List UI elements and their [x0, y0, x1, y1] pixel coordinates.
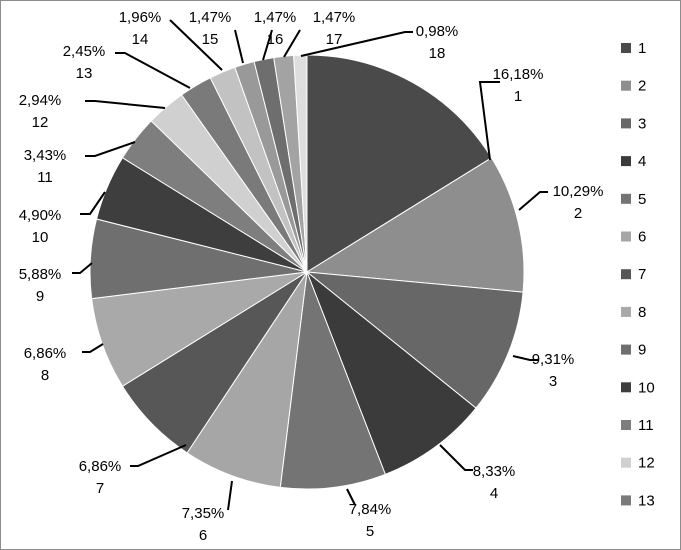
pie-slice-5	[279, 271, 386, 490]
data-label-percent-7: 6,86%	[79, 458, 122, 475]
data-label-percent-1: 16,18%	[493, 66, 544, 83]
legend-label-9: 9	[638, 342, 646, 359]
pie-slice-2	[305, 157, 525, 293]
leader-line-18	[300, 31, 413, 57]
legend-label-4: 4	[638, 153, 646, 170]
data-label-category-7: 7	[96, 480, 104, 497]
data-label-percent-16: 1,47%	[254, 9, 297, 26]
data-label-category-9: 9	[36, 288, 44, 305]
legend-label-13: 13	[638, 492, 655, 509]
data-label-category-2: 2	[574, 205, 582, 222]
leader-line-15	[234, 29, 244, 64]
leader-line-3	[512, 355, 538, 361]
data-label-category-17: 17	[326, 31, 343, 48]
leader-line-12	[85, 100, 166, 109]
data-label-category-12: 12	[32, 114, 49, 131]
legend-label-3: 3	[638, 115, 646, 132]
legend-swatch-5	[621, 193, 631, 204]
data-label-percent-18: 0,98%	[416, 23, 459, 40]
leader-line-2	[518, 191, 548, 211]
leader-line-6	[227, 480, 233, 511]
legend-swatch-2	[621, 80, 631, 91]
leader-line-9	[72, 262, 93, 274]
legend-label-11: 11	[638, 417, 654, 434]
legend-swatch-12	[621, 457, 631, 468]
leader-line-4	[439, 444, 473, 471]
data-label-percent-15: 1,47%	[189, 9, 232, 26]
data-label-percent-2: 10,29%	[553, 183, 604, 200]
data-label-percent-17: 1,47%	[313, 9, 356, 26]
data-label-percent-12: 2,94%	[19, 92, 62, 109]
data-label-category-11: 11	[37, 169, 53, 186]
data-label-category-5: 5	[366, 523, 374, 540]
data-label-category-10: 10	[32, 229, 49, 246]
legend-label-1: 1	[638, 40, 646, 57]
pie-slice-1	[306, 54, 493, 273]
data-label-category-15: 15	[202, 31, 219, 48]
data-label-percent-5: 7,84%	[349, 501, 392, 518]
legend-swatch-4	[621, 156, 631, 167]
legend-swatch-8	[621, 306, 631, 317]
legend-swatch-3	[621, 118, 631, 129]
data-label-percent-14: 1,96%	[119, 9, 162, 26]
data-label-percent-4: 8,33%	[473, 463, 516, 480]
pie-slice-6	[186, 271, 308, 488]
data-label-category-1: 1	[514, 88, 522, 105]
data-label-percent-3: 9,31%	[532, 351, 575, 368]
data-label-category-18: 18	[429, 45, 446, 62]
data-label-category-13: 13	[76, 65, 93, 82]
data-label-percent-9: 5,88%	[19, 266, 62, 283]
legend-label-5: 5	[638, 191, 646, 208]
pie-slice-3	[305, 271, 524, 409]
legend-swatch-6	[621, 231, 631, 242]
leader-line-5	[346, 488, 356, 506]
legend-swatch-13	[621, 495, 631, 506]
leader-line-8	[82, 343, 104, 353]
data-label-percent-11: 3,43%	[24, 147, 67, 164]
pie-slice-4	[305, 270, 477, 476]
leader-line-16	[262, 29, 273, 61]
data-label-category-16: 16	[267, 31, 284, 48]
legend-label-12: 12	[638, 455, 655, 472]
data-label-category-14: 14	[132, 31, 149, 48]
leader-line-14	[169, 19, 223, 71]
data-label-category-4: 4	[490, 485, 498, 502]
legend-swatch-1	[621, 43, 631, 53]
leader-line-1	[478, 81, 500, 161]
legend-label-7: 7	[638, 266, 646, 283]
legend-swatch-10	[621, 382, 631, 393]
data-label-percent-6: 7,35%	[182, 505, 225, 522]
data-label-category-3: 3	[549, 373, 557, 390]
leader-line-17	[283, 29, 301, 58]
leader-line-7	[130, 444, 187, 467]
legend-swatch-9	[621, 344, 631, 355]
data-label-category-6: 6	[199, 527, 207, 544]
leader-line-11	[85, 141, 136, 157]
legend-label-2: 2	[638, 78, 646, 95]
legend-swatch-11	[621, 420, 631, 430]
data-label-category-8: 8	[41, 367, 49, 384]
legend-label-6: 6	[638, 229, 646, 246]
data-label-percent-8: 6,86%	[24, 345, 67, 362]
data-label-percent-13: 2,45%	[63, 43, 106, 60]
legend-swatch-7	[621, 269, 631, 280]
legend-label-8: 8	[638, 304, 646, 321]
legend-label-10: 10	[638, 379, 655, 396]
leader-line-10	[80, 191, 106, 215]
data-label-percent-10: 4,90%	[19, 207, 62, 224]
leader-line-13	[115, 52, 191, 89]
